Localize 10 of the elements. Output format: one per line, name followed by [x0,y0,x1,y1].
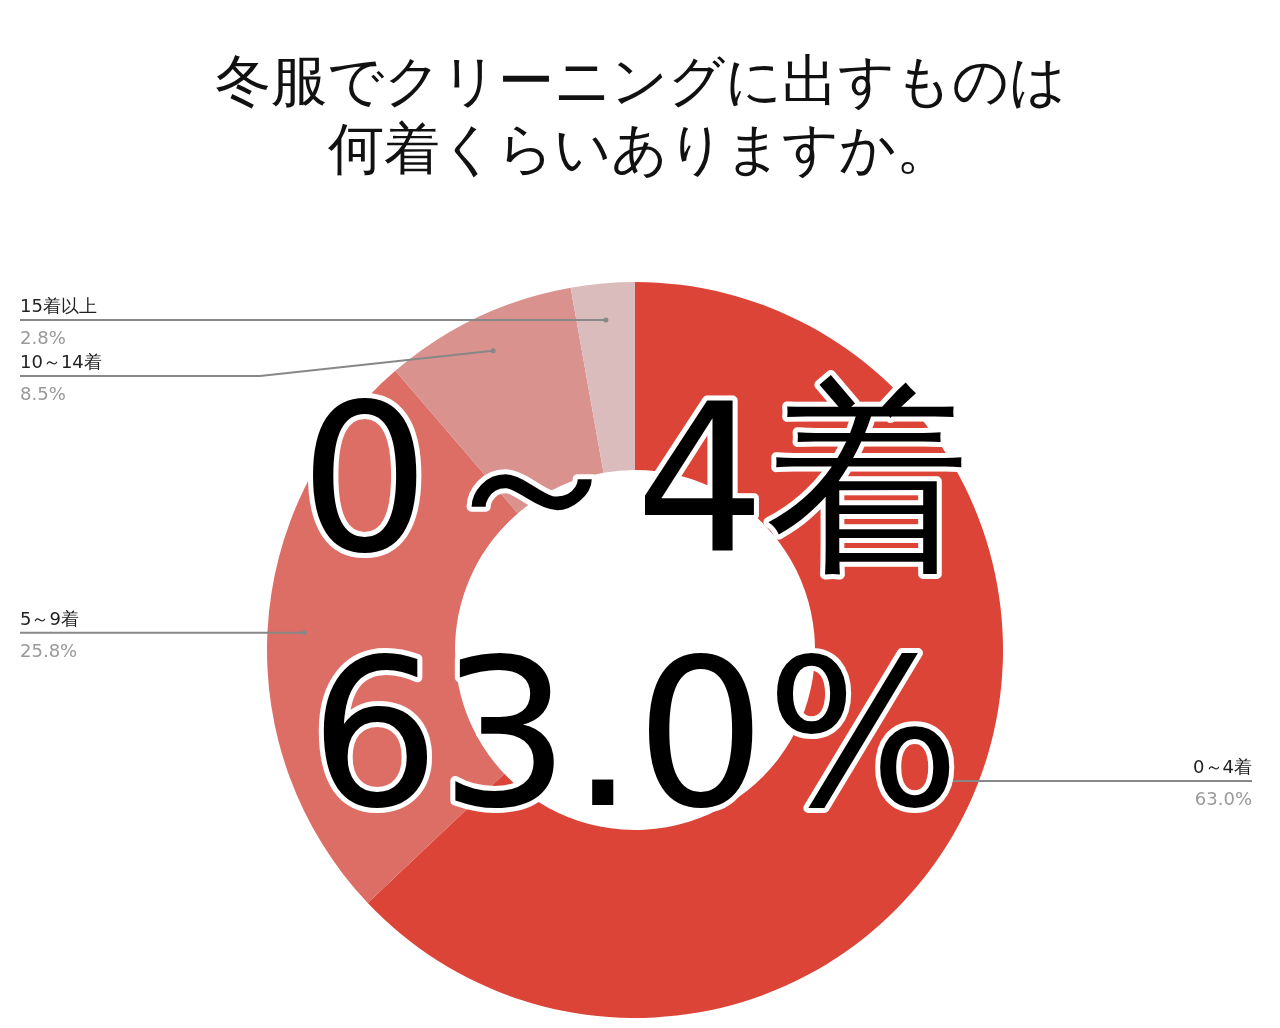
slice-label: 15着以上 [20,295,97,317]
data-label: 8.5% [20,383,66,405]
slice-label: 0～4着 [1193,755,1252,777]
data-label: 63.0% [1194,787,1252,809]
slice-label: 5～9着 [20,607,79,629]
data-label: 25.8% [20,639,78,661]
slice-label: 10～14着 [20,351,102,373]
title: 冬服でクリーニングに出すものは [214,48,1066,113]
title: 何着くらいありますか。 [328,116,952,181]
data-label: 2.8% [20,327,66,349]
